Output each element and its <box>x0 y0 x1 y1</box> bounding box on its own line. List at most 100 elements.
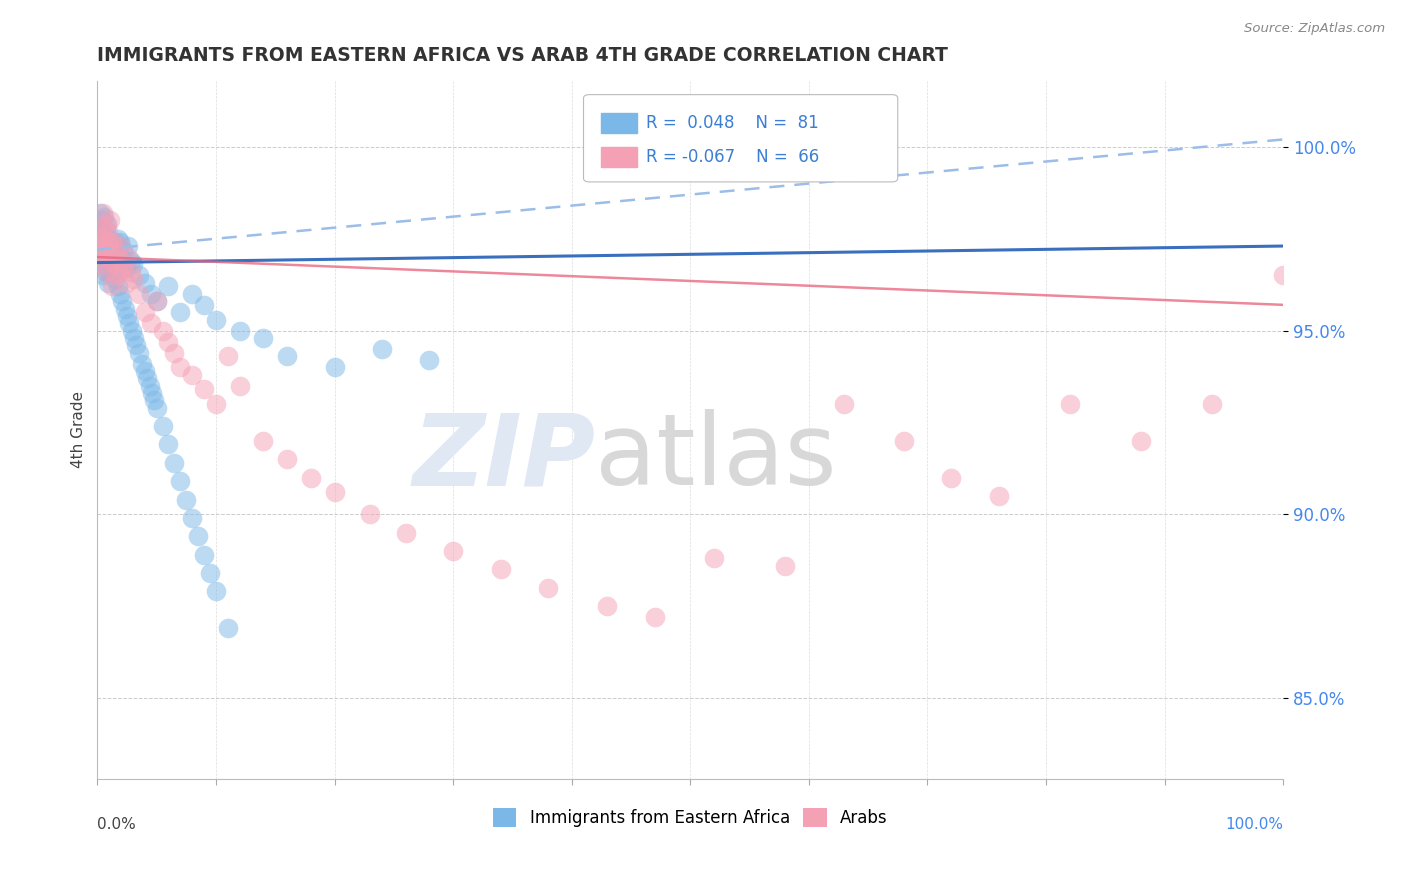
Point <box>103 246 125 260</box>
Point <box>100 257 122 271</box>
Point <box>418 353 440 368</box>
Point <box>152 419 174 434</box>
Point <box>96 265 118 279</box>
Point <box>138 378 160 392</box>
Point <box>193 548 215 562</box>
Point <box>90 243 112 257</box>
Point <box>1059 397 1081 411</box>
Point <box>104 268 127 283</box>
Point <box>94 265 117 279</box>
Point <box>89 206 111 220</box>
Point <box>136 371 159 385</box>
Point <box>107 265 129 279</box>
Point <box>120 265 142 279</box>
Point <box>128 345 150 359</box>
Point <box>91 232 114 246</box>
Point <box>105 243 128 257</box>
Point <box>114 301 136 316</box>
Point <box>107 279 129 293</box>
Point <box>93 239 115 253</box>
Point <box>108 286 131 301</box>
Point <box>97 276 120 290</box>
Point <box>644 610 666 624</box>
Text: IMMIGRANTS FROM EASTERN AFRICA VS ARAB 4TH GRADE CORRELATION CHART: IMMIGRANTS FROM EASTERN AFRICA VS ARAB 4… <box>97 46 948 65</box>
Point <box>276 349 298 363</box>
Point <box>228 324 250 338</box>
Point <box>939 470 962 484</box>
Point <box>91 213 114 227</box>
Point <box>101 257 124 271</box>
Point <box>96 246 118 260</box>
Point <box>834 397 856 411</box>
Point <box>91 268 114 283</box>
Point <box>103 243 125 257</box>
Point <box>98 265 121 279</box>
Point <box>157 279 180 293</box>
Point <box>121 324 143 338</box>
Point <box>217 349 239 363</box>
Point <box>100 246 122 260</box>
Point <box>395 525 418 540</box>
Point <box>145 294 167 309</box>
Point <box>893 434 915 448</box>
Point <box>371 342 394 356</box>
Point <box>139 286 162 301</box>
Point <box>537 581 560 595</box>
Point <box>703 551 725 566</box>
Bar <box>602 113 637 133</box>
Point <box>134 305 156 319</box>
Point <box>1201 397 1223 411</box>
Point <box>98 235 121 250</box>
Point <box>773 558 796 573</box>
Point <box>169 360 191 375</box>
Point <box>596 599 619 614</box>
Point <box>101 265 124 279</box>
Point <box>181 286 204 301</box>
Text: ZIP: ZIP <box>412 409 595 507</box>
Point <box>193 298 215 312</box>
Point <box>91 250 114 264</box>
Point <box>110 250 132 264</box>
Point <box>107 257 129 271</box>
Point <box>122 272 145 286</box>
Point <box>1272 268 1295 283</box>
Point <box>205 397 228 411</box>
Point <box>122 257 145 271</box>
Point <box>323 360 346 375</box>
Point <box>112 261 135 276</box>
Text: Source: ZipAtlas.com: Source: ZipAtlas.com <box>1244 22 1385 36</box>
Point <box>90 250 112 264</box>
Point <box>93 243 115 257</box>
Point <box>117 250 139 264</box>
Point <box>276 452 298 467</box>
Point <box>141 386 163 401</box>
Point <box>359 508 381 522</box>
Point <box>217 621 239 635</box>
Point <box>125 338 148 352</box>
Point <box>152 324 174 338</box>
Point <box>89 243 111 257</box>
Point <box>169 305 191 319</box>
Point <box>101 235 124 250</box>
Point <box>122 331 145 345</box>
Point <box>114 276 136 290</box>
Point <box>98 243 121 257</box>
Point <box>108 235 131 250</box>
Point <box>131 357 153 371</box>
Point <box>100 250 122 264</box>
Point <box>198 566 221 581</box>
Point <box>987 489 1010 503</box>
Point <box>104 272 127 286</box>
Point <box>89 235 111 250</box>
Point <box>118 316 141 330</box>
Point <box>120 253 142 268</box>
Point <box>252 331 274 345</box>
Point <box>114 261 136 276</box>
Bar <box>602 147 637 167</box>
Point <box>205 312 228 326</box>
Point <box>96 253 118 268</box>
Point <box>139 316 162 330</box>
Point <box>489 562 512 576</box>
Point <box>163 456 186 470</box>
Point <box>91 232 114 246</box>
